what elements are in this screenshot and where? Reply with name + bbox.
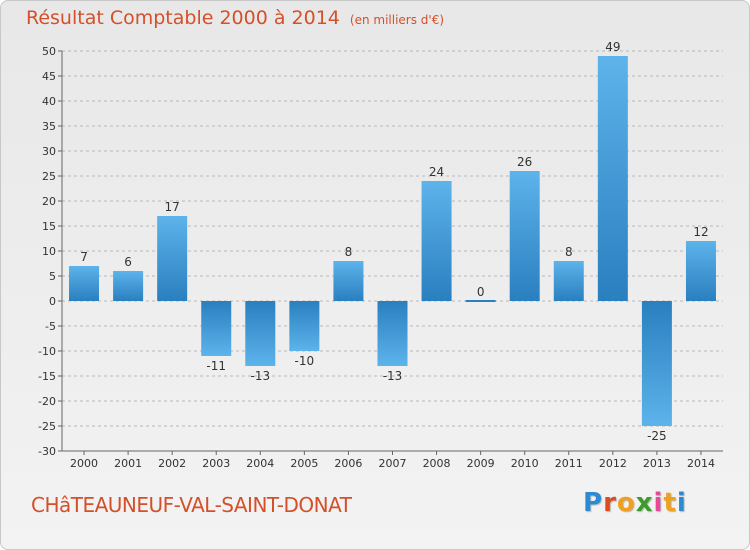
data-label: 26: [517, 155, 532, 169]
x-tick-label: 2002: [158, 457, 186, 470]
x-tick-label: 2008: [423, 457, 451, 470]
x-tick-label: 2011: [555, 457, 583, 470]
y-tick-label: -15: [38, 370, 56, 383]
bar: [113, 271, 144, 301]
x-tick-label: 2001: [114, 457, 142, 470]
bar: [333, 261, 364, 301]
bar: [685, 241, 716, 301]
y-tick-label: 0: [49, 295, 56, 308]
y-tick-label: -20: [38, 395, 56, 408]
x-tick-label: 2009: [467, 457, 495, 470]
y-tick-label: 30: [42, 145, 56, 158]
y-tick-label: -10: [38, 345, 56, 358]
chart-unit-note: (en milliers d'€): [349, 13, 445, 27]
data-label: 12: [693, 225, 708, 239]
x-tick-label: 2004: [246, 457, 274, 470]
data-label: 17: [165, 200, 180, 214]
data-label: 49: [605, 40, 620, 54]
y-tick-label: 20: [42, 195, 56, 208]
x-tick-label: 2005: [290, 457, 318, 470]
y-tick-label: -25: [38, 420, 56, 433]
data-label: -25: [647, 429, 667, 443]
chart-title: Résultat Comptable 2000 à 2014 (en millie…: [26, 7, 444, 29]
x-tick-label: 2000: [70, 457, 98, 470]
logo-letter: x: [635, 488, 654, 518]
logo-letter: o: [616, 488, 636, 518]
x-tick-label: 2007: [379, 457, 407, 470]
data-label: 7: [80, 250, 88, 264]
y-tick-label: -5: [45, 320, 56, 333]
y-tick-label: 5: [49, 270, 56, 283]
x-tick-label: 2006: [334, 457, 362, 470]
y-tick-label: 40: [42, 95, 56, 108]
x-tick-label: 2013: [643, 457, 671, 470]
logo-letter: t: [663, 488, 677, 518]
y-tick-label: 10: [42, 245, 56, 258]
data-label: -13: [250, 369, 270, 383]
data-label: 24: [429, 165, 444, 179]
bar: [597, 56, 628, 301]
x-tick-label: 2003: [202, 457, 230, 470]
bar: [289, 301, 320, 351]
bar: [157, 216, 188, 301]
y-tick-label: 50: [42, 45, 56, 58]
logo-letter: i: [653, 488, 664, 518]
data-label: 8: [565, 245, 573, 259]
bar: [509, 171, 540, 301]
x-tick-label: 2010: [511, 457, 539, 470]
bar: [69, 266, 100, 301]
proxiti-logo: Proxiti: [583, 488, 687, 518]
bar: [377, 301, 408, 366]
y-tick-label: 15: [42, 220, 56, 233]
y-tick-label: -30: [38, 445, 56, 458]
data-label: 6: [124, 255, 132, 269]
logo-letter: r: [603, 488, 617, 518]
bar: [465, 300, 496, 302]
data-label: -13: [383, 369, 403, 383]
data-label: 0: [477, 285, 485, 299]
data-label: -11: [206, 359, 226, 373]
y-tick-label: 35: [42, 120, 56, 133]
y-tick-label: 25: [42, 170, 56, 183]
data-label: 8: [345, 245, 353, 259]
logo-letter: i: [676, 488, 687, 518]
commune-name: CHâTEAUNEUF-VAL-SAINT-DONAT: [31, 493, 352, 517]
bar: [553, 261, 584, 301]
x-tick-label: 2012: [599, 457, 627, 470]
bar: [421, 181, 452, 301]
logo-letter: P: [583, 488, 604, 518]
chart-title-text: Résultat Comptable 2000 à 2014: [26, 7, 340, 29]
bar: [201, 301, 232, 356]
bar: [245, 301, 276, 366]
data-label: -10: [295, 354, 315, 368]
y-tick-label: 45: [42, 70, 56, 83]
bar: [641, 301, 672, 426]
x-tick-label: 2014: [687, 457, 715, 470]
